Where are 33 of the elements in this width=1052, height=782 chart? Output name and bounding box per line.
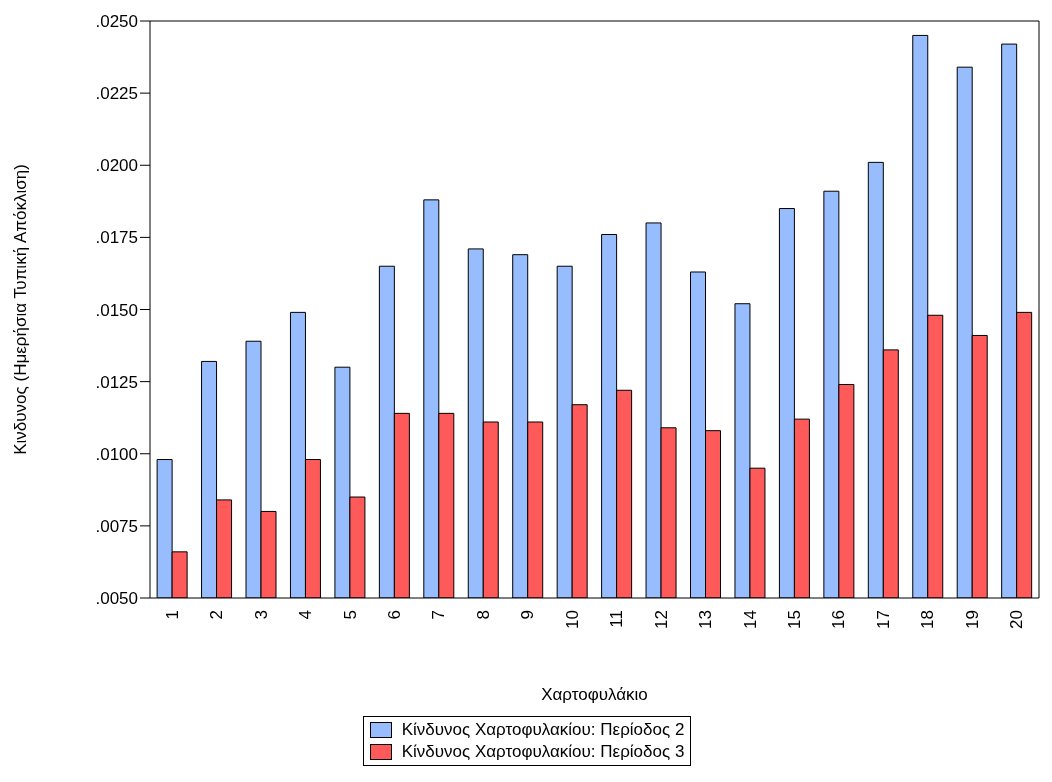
y-tick-label: .0175	[95, 228, 138, 248]
x-tick-label: 13	[696, 610, 716, 629]
x-tick-label: 15	[785, 610, 805, 629]
y-axis-title: Κινδυνος (Ημερήσια Τυπική Απόκλιση)	[11, 164, 31, 455]
x-tick-label: 12	[651, 610, 671, 629]
x-tick-label: 2	[207, 610, 227, 620]
x-tick-label: 20	[1007, 610, 1027, 629]
legend-label: Κίνδυνος Χαρτοφυλακίου: Περίοδος 3	[401, 742, 685, 762]
y-tick-label: .0200	[95, 156, 138, 176]
x-tick-label: 11	[607, 610, 627, 628]
x-tick-label: 5	[340, 610, 360, 620]
x-tick-label: 19	[962, 610, 982, 629]
y-tick-label: .0050	[95, 589, 138, 609]
x-tick-label: 8	[473, 610, 493, 620]
x-tick-label: 9	[518, 610, 538, 620]
x-tick-label: 3	[251, 610, 271, 620]
x-tick-label: 6	[384, 610, 404, 620]
y-tick-label: .0100	[95, 444, 138, 464]
y-tick-label: .0125	[95, 372, 138, 392]
y-tick-label: .0150	[95, 300, 138, 320]
x-tick-label: 4	[296, 610, 316, 620]
y-tick-label: .0225	[95, 84, 138, 104]
x-tick-label: 7	[429, 610, 449, 620]
y-tick-label: .0250	[95, 12, 138, 32]
x-axis-title: Χαρτοφυλάκιο	[541, 685, 648, 704]
x-tick-label: 18	[918, 610, 938, 629]
x-tick-label: 16	[829, 610, 849, 629]
x-tick-label: 17	[873, 610, 893, 629]
x-tick-label: 10	[562, 610, 582, 629]
x-tick-label: 14	[740, 610, 760, 629]
legend-label: Κίνδυνος Χαρτοφυλακίου: Περίοδος 2	[401, 720, 685, 740]
x-tick-label: 1	[162, 610, 182, 620]
y-tick-label: .0075	[95, 516, 138, 536]
